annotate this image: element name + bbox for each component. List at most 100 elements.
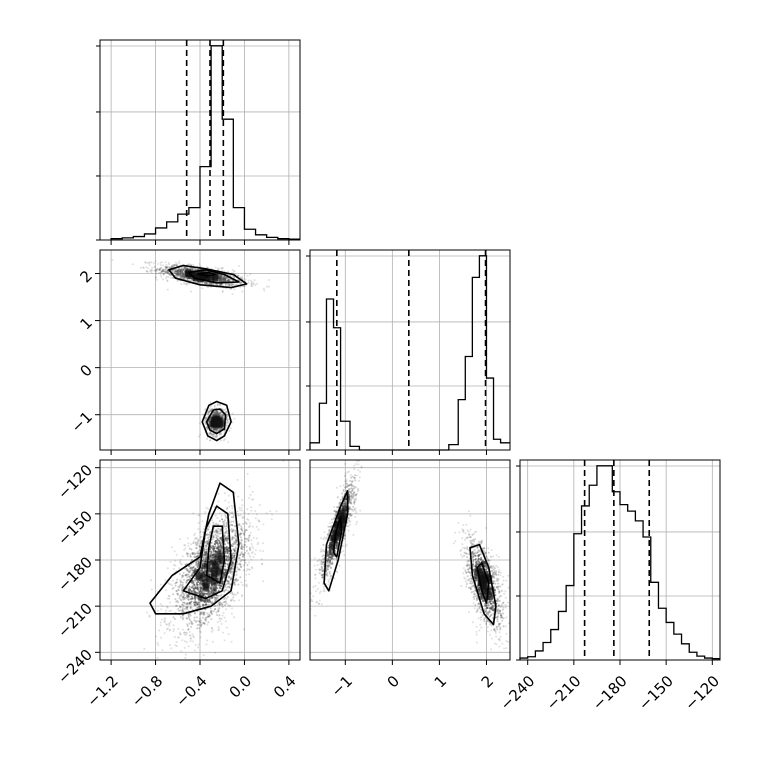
sample-point — [349, 500, 352, 503]
sample-point — [147, 267, 149, 270]
sample-point — [217, 535, 219, 538]
sample-point — [208, 604, 210, 607]
sample-point — [181, 609, 184, 612]
sample-point — [183, 266, 186, 269]
sample-point — [154, 269, 157, 272]
sample-point — [225, 521, 228, 524]
sample-point — [238, 556, 241, 559]
sample-point — [194, 644, 197, 647]
sample-point — [330, 562, 333, 565]
sample-point — [187, 545, 190, 548]
sample-point — [197, 646, 199, 649]
sample-point — [231, 535, 234, 538]
sample-point — [240, 544, 243, 547]
sample-point — [197, 521, 200, 524]
sample-point — [231, 275, 234, 278]
sample-point — [357, 488, 360, 491]
sample-point — [239, 560, 242, 563]
sample-point — [239, 282, 242, 285]
sample-point — [232, 583, 235, 586]
sample-point — [222, 520, 224, 523]
sample-point — [231, 537, 234, 540]
sample-point — [218, 603, 221, 606]
sample-point — [191, 553, 194, 556]
sample-point — [213, 410, 215, 413]
sample-point — [356, 520, 358, 523]
sample-point — [247, 539, 250, 542]
sample-point — [350, 494, 353, 497]
sample-point — [179, 276, 182, 279]
sample-point — [181, 584, 183, 587]
sample-point — [275, 510, 278, 513]
sample-point — [240, 527, 243, 530]
sample-point — [266, 285, 268, 288]
sample-point — [247, 536, 250, 539]
sample-point — [205, 540, 208, 543]
sample-point — [179, 276, 182, 278]
sample-point — [183, 601, 186, 604]
sample-point — [243, 285, 245, 288]
joint-panel — [99, 459, 301, 661]
sample-point — [193, 603, 196, 606]
sample-point — [241, 529, 244, 532]
sample-point — [232, 595, 235, 598]
sample-point — [185, 606, 188, 609]
sample-point — [195, 561, 198, 564]
sample-point — [195, 616, 198, 619]
sample-point — [145, 270, 148, 273]
sample-point — [205, 418, 208, 421]
sample-point — [240, 528, 242, 531]
sample-point — [189, 607, 192, 610]
sample-point — [182, 631, 185, 634]
sample-point — [222, 523, 225, 526]
sample-point — [206, 428, 209, 431]
sample-point — [205, 540, 208, 543]
sample-point — [167, 627, 169, 630]
sample-point — [353, 451, 355, 453]
sample-point — [250, 566, 253, 569]
sample-point — [234, 532, 237, 534]
sample-point — [196, 624, 199, 626]
histogram-bar — [233, 208, 244, 240]
sample-point — [201, 613, 204, 616]
sample-point — [209, 531, 212, 534]
sample-point — [197, 643, 200, 646]
sample-point — [185, 633, 188, 636]
sample-point — [191, 608, 194, 611]
sample-point — [184, 653, 187, 656]
sample-point — [353, 491, 356, 494]
sample-point — [355, 511, 358, 514]
sample-point — [218, 594, 220, 597]
sample-point — [263, 289, 266, 292]
sample-point — [231, 538, 233, 541]
sample-point — [225, 608, 228, 611]
sample-point — [252, 282, 255, 284]
sample-point — [177, 585, 180, 588]
sample-point — [165, 264, 168, 266]
sample-point — [180, 599, 183, 602]
sample-point — [222, 601, 225, 604]
sample-point — [209, 405, 212, 408]
sample-point — [243, 533, 246, 535]
sample-point — [211, 538, 214, 541]
sample-point — [221, 291, 224, 293]
sample-point — [201, 520, 204, 523]
density-cell — [219, 557, 226, 564]
sample-point — [213, 608, 216, 611]
sample-point — [332, 517, 335, 520]
sample-point — [156, 656, 159, 659]
sample-point — [195, 547, 198, 549]
sample-point — [231, 530, 234, 533]
sample-point — [184, 547, 187, 550]
sample-point — [228, 585, 231, 588]
sample-point — [344, 486, 347, 489]
sample-point — [234, 529, 237, 532]
sample-point — [172, 630, 175, 632]
sample-point — [214, 596, 216, 599]
sample-point — [252, 536, 255, 539]
sample-point — [240, 594, 243, 597]
sample-point — [235, 535, 238, 538]
sample-point — [323, 550, 326, 553]
density-cell — [203, 274, 210, 281]
sample-point — [240, 581, 243, 584]
